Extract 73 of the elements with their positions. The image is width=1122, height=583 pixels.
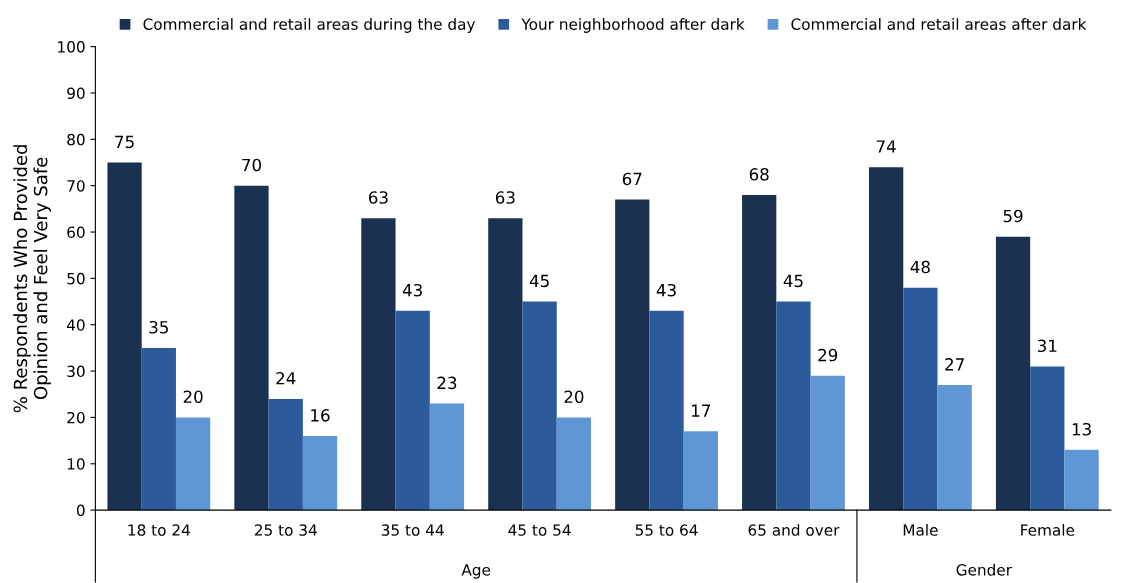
data-label: 45: [529, 274, 549, 288]
data-label: 59: [1003, 209, 1023, 223]
y-tick-label: 10: [67, 458, 85, 470]
bar: [395, 310, 430, 511]
x-tick-label: 55 to 64: [635, 524, 698, 536]
bar: [937, 384, 972, 511]
y-tick-label: 60: [67, 226, 85, 239]
bar: [268, 398, 303, 511]
y-tick-label: 50: [67, 272, 85, 285]
data-label: 23: [437, 376, 457, 390]
x-tick-label: 25 to 34: [254, 524, 317, 536]
data-label: 45: [783, 274, 803, 288]
data-label: 70: [242, 158, 261, 172]
x-tick-label: 18 to 24: [128, 524, 190, 536]
bar: [302, 435, 338, 511]
data-label: 63: [495, 191, 515, 204]
bar: [615, 199, 650, 511]
bar: [868, 167, 904, 511]
data-label: 31: [1037, 339, 1057, 353]
data-label: 16: [311, 409, 330, 422]
legend-label: Commercial and retail areas during the day: [143, 18, 476, 33]
y-tick-label: 20: [67, 411, 85, 424]
y-axis-title: % Respondents Who Provided Opinion and Feel Very Safe: [13, 145, 51, 413]
bar: [995, 236, 1031, 511]
data-label: 43: [656, 283, 676, 297]
bar: [175, 417, 211, 511]
text: Gender: [956, 563, 1012, 576]
bar: [234, 185, 269, 511]
data-label: 43: [402, 283, 422, 297]
legend-label: Your neighborhood after dark: [521, 18, 745, 33]
bar: [810, 375, 845, 511]
data-label: 67: [622, 172, 642, 186]
bar: [522, 301, 557, 511]
y-tick-label: 100: [58, 41, 85, 53]
bar: [556, 417, 592, 511]
bar: [742, 194, 777, 511]
x-tick-label: Male: [903, 524, 938, 536]
text: Age: [461, 564, 491, 579]
data-label: 24: [276, 371, 296, 385]
bar: [903, 287, 938, 511]
data-label: 74: [876, 140, 896, 153]
legend-label: Commercial and retail areas after dark: [791, 18, 1087, 30]
data-label: 29: [818, 348, 838, 362]
data-label: 75: [115, 135, 134, 149]
y-tick-label: 0: [76, 504, 85, 517]
bar: [488, 218, 523, 511]
y-tick-label: 40: [66, 319, 85, 331]
y-tick-label: 30: [67, 365, 85, 378]
x-tick-label: 35 to 44: [381, 524, 444, 536]
bar: [1030, 366, 1065, 511]
y-tick-label: 90: [67, 87, 85, 100]
x-tick-label: Female: [1021, 524, 1075, 536]
bar: [361, 218, 396, 511]
bar: [141, 347, 176, 511]
bar: [429, 403, 465, 511]
x-tick-label: 45 to 54: [508, 524, 571, 536]
bar: [776, 301, 811, 511]
data-label: 20: [183, 390, 203, 404]
data-label: 63: [368, 191, 388, 204]
data-label: 13: [1072, 422, 1091, 436]
data-label: 17: [692, 404, 710, 417]
bar: [107, 162, 142, 511]
data-label: 35: [149, 320, 168, 334]
bar: [1064, 449, 1099, 511]
data-label: 48: [910, 260, 930, 274]
y-tick-label: 80: [67, 133, 85, 146]
y-tick-label: 70: [67, 180, 85, 192]
data-label: 27: [945, 358, 964, 371]
data-label: 68: [749, 168, 769, 181]
bar: [683, 431, 718, 511]
data-label: 20: [564, 390, 584, 404]
x-tick-label: 65 and over: [748, 524, 840, 536]
bar: [649, 310, 684, 511]
